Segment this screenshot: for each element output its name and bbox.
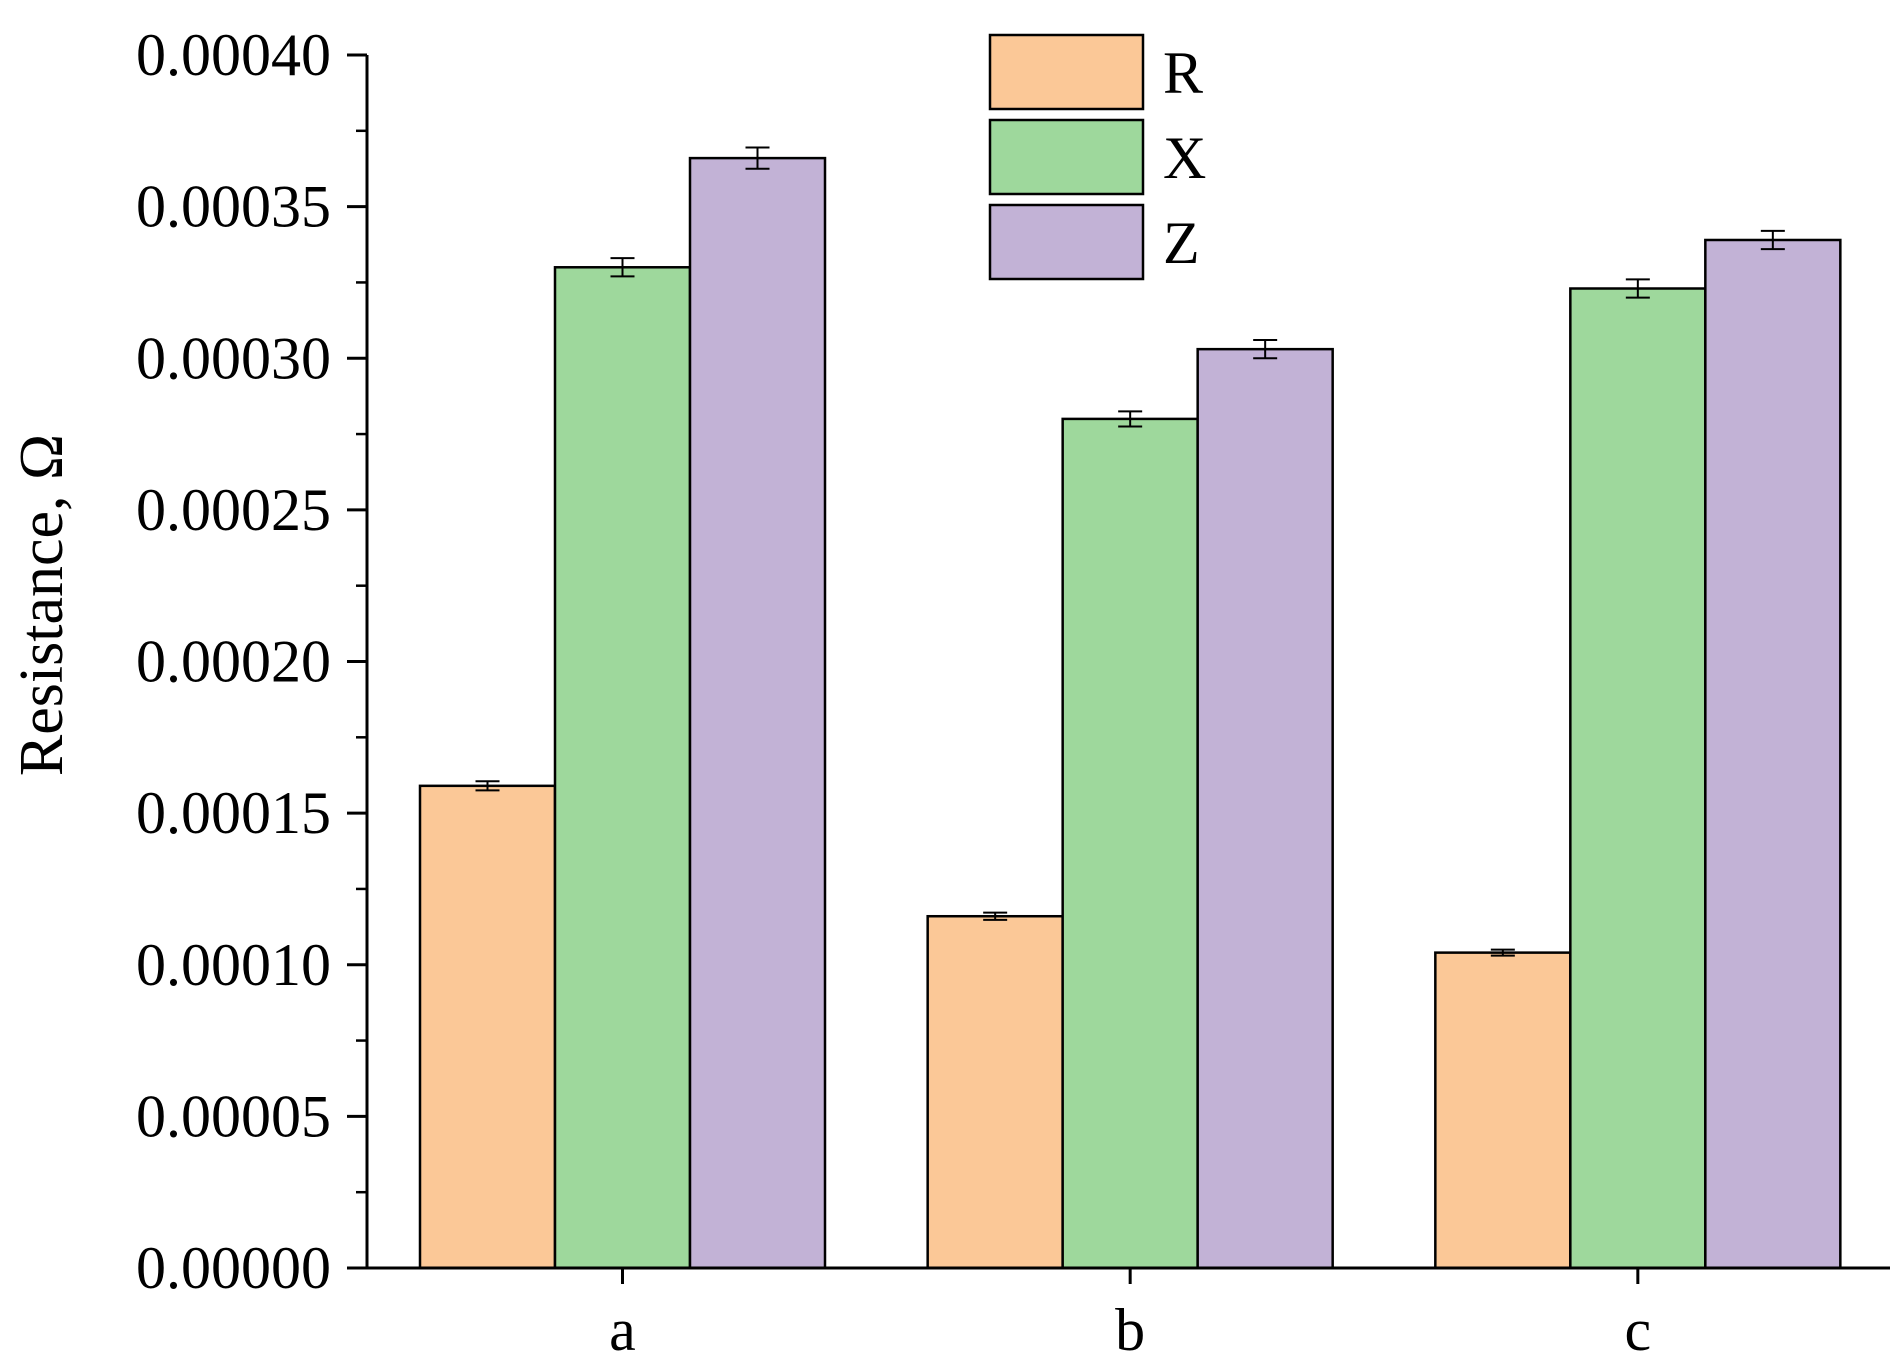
legend-swatch-Z [988,203,1145,281]
y-tick-label: 0.00015 [136,780,331,846]
y-tick-label: 0.00005 [136,1083,331,1149]
bar-Z-b [1196,347,1334,1270]
y-tick-label: 0.00020 [136,629,331,695]
x-tick-label-c: c [1625,1297,1652,1363]
bar-R-b [926,914,1064,1270]
y-tick-label: 0.00035 [136,174,331,240]
bar-X-a [553,266,692,1270]
bar-R-a [418,784,557,1270]
x-tick-label-b: b [1115,1297,1145,1363]
bar-R-c [1434,951,1572,1270]
legend-label-R: R [1163,40,1203,106]
error-bars-layer [475,146,1785,957]
legend: RXZ [988,33,1206,281]
y-tick-label: 0.00010 [136,932,331,998]
bar-X-b [1061,417,1199,1270]
legend-label-Z: Z [1163,210,1200,276]
y-tick-label: 0.00040 [136,22,331,88]
bar-X-c [1569,287,1707,1270]
legend-swatch-R [988,33,1145,111]
legend-label-X: X [1163,125,1206,191]
bar-Z-a [688,156,827,1270]
bar-Z-c [1704,238,1842,1270]
bars-layer [418,156,1842,1270]
legend-swatch-X [988,118,1145,196]
y-tick-label: 0.00000 [136,1235,331,1301]
x-tick-label-a: a [609,1297,636,1363]
y-tick-label: 0.00025 [136,477,331,543]
y-tick-label: 0.00030 [136,325,331,391]
axes-layer: a b c 0.00000 0.00005 0.00010 0.00015 0.00020 0.… [136,22,1890,1363]
y-axis-title: Resistance, Ω [8,434,76,776]
